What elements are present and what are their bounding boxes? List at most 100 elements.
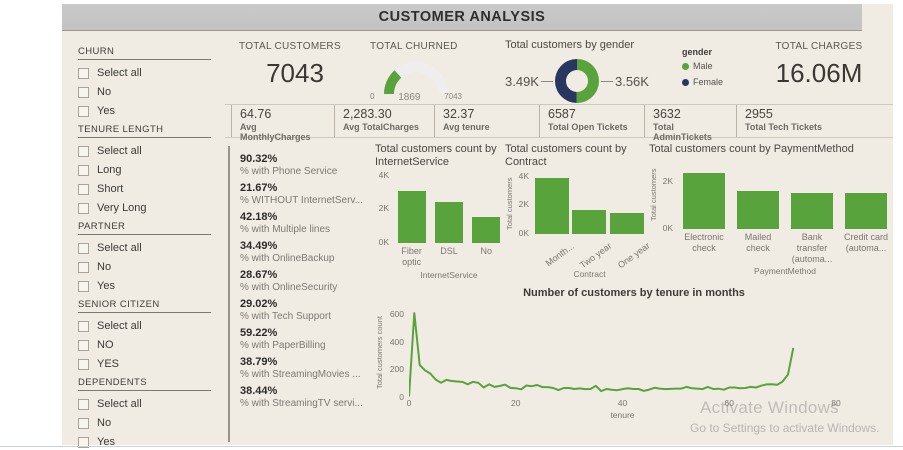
checkbox[interactable] [78, 202, 89, 214]
checkbox[interactable] [78, 339, 89, 351]
checkbox-row-no[interactable]: No [78, 417, 211, 429]
percent-value: 42.18% [240, 211, 278, 223]
line-chart-title: Number of customers by tenure in months [523, 287, 745, 299]
percent-stat: 21.67%% WITHOUT InternetServ... [240, 182, 371, 206]
stat-cell: 2,283.30 Avg TotalCharges [334, 105, 434, 137]
percent-label: % with PaperBilling [240, 340, 326, 351]
line-plot[interactable] [408, 308, 836, 398]
checkbox-row-select-all[interactable]: Select all [78, 320, 211, 332]
bar-contract[interactable] [610, 212, 645, 234]
bar-payment-method[interactable] [737, 191, 779, 229]
kpi-total-charges-label: TOTAL CHARGES [775, 41, 863, 52]
checkbox-row-no[interactable]: NO [78, 339, 211, 351]
checkbox-label: Very Long [97, 202, 147, 214]
checkbox-row-long[interactable]: Long [78, 164, 211, 176]
x-label: Electronic check [684, 231, 724, 253]
bar-payment-method[interactable] [683, 173, 725, 229]
checkbox[interactable] [78, 280, 89, 292]
y-tick: 0K [518, 227, 529, 238]
checkbox-label: Select all [97, 67, 142, 79]
checkbox[interactable] [78, 145, 89, 157]
bar-internet-service[interactable] [434, 202, 463, 243]
checkbox-row-no[interactable]: No [78, 86, 211, 98]
bar-contract[interactable] [534, 178, 569, 234]
x-tick: 40 [617, 398, 628, 408]
page-title: CUSTOMER ANALYSIS [378, 9, 546, 25]
percent-stat: 38.44%% with StreamingTV servi... [240, 385, 371, 409]
checkbox[interactable] [78, 320, 89, 332]
percent-value: 29.02% [240, 298, 278, 310]
checkbox-row-select-all[interactable]: Select all [78, 398, 211, 410]
y-tick: 4K [518, 170, 529, 181]
kpi-total-churned: TOTAL CHURNED 0 1869 7043 [370, 31, 505, 104]
gender-female-value: 3.49K [505, 73, 539, 89]
checkbox[interactable] [78, 164, 89, 176]
checkbox-row-short[interactable]: Short [78, 183, 211, 195]
checkbox-label: Yes [97, 105, 115, 117]
percent-label: % with Tech Support [240, 311, 331, 322]
bar-payment-method[interactable] [845, 193, 887, 229]
stat-cell: 3632 Total AdminTickets [644, 105, 736, 142]
checkbox[interactable] [78, 105, 89, 117]
checkbox[interactable] [78, 436, 89, 448]
checkbox-row-select-all[interactable]: Select all [78, 145, 211, 157]
stats-row: 64.76 Avg MonthlyCharges 2,283.30 Avg Total… [225, 104, 893, 142]
bar-payment-method[interactable] [791, 192, 833, 229]
y-tick: 400 [389, 336, 404, 347]
plot-area: Total customers count 2K 0K [649, 161, 893, 233]
chart-internet-service: Total customers count by InternetService… [375, 143, 505, 280]
checkbox-row-no[interactable]: No [78, 261, 211, 273]
legend-item-male[interactable]: Male [682, 61, 745, 71]
stat-label: Total AdminTickets [653, 122, 712, 142]
bar-internet-service[interactable] [472, 217, 501, 243]
percent-label: % with StreamingMovies ... [240, 369, 361, 380]
x-axis-labels: Electronic check Mailed check Bank transfe… [677, 232, 893, 264]
stat-cell: 64.76 Avg MonthlyCharges [231, 105, 334, 142]
checkbox-row-select-all[interactable]: Select all [78, 67, 211, 79]
checkbox-row-yes[interactable]: Yes [78, 280, 211, 292]
percent-label: % with OnlineSecurity [240, 282, 338, 293]
checkbox-row-yes[interactable]: Yes [78, 105, 211, 117]
checkbox-row-very-long[interactable]: Very Long [78, 202, 211, 214]
checkbox[interactable] [78, 358, 89, 370]
filter-section-senior-citizen: SENIOR CITIZEN Select all NO YES [78, 299, 211, 370]
y-tick: 2K [662, 176, 673, 187]
percent-stat: 42.18%% with Multiple lines [240, 211, 371, 235]
percent-stat: 59.22%% with PaperBilling [240, 327, 371, 351]
y-axis-ticks: 4K 2K 0K [515, 170, 533, 238]
y-tick: 2K [378, 203, 389, 214]
x-axis-labels: Month... Two year One year [533, 237, 652, 270]
chart-title: Total customers count by InternetService [375, 143, 497, 168]
checkbox-row-select-all[interactable]: Select all [78, 242, 211, 254]
tenure-line-series[interactable] [408, 312, 795, 397]
legend-item-female[interactable]: Female [682, 77, 745, 87]
checkbox[interactable] [78, 398, 89, 410]
checkbox-row-yes[interactable]: Yes [78, 436, 211, 448]
x-tick: 80 [831, 398, 841, 408]
stat-value: 3632 [653, 107, 681, 121]
percent-label: % with Multiple lines [240, 224, 331, 235]
bar-contract[interactable] [572, 209, 607, 234]
percent-stat: 34.49%% with OnlineBackup [240, 240, 371, 264]
filter-section-tenure-length: TENURE LENGTH Select all Long Short Very Lon… [78, 124, 211, 214]
checkbox[interactable] [78, 67, 89, 79]
checkbox[interactable] [78, 261, 89, 273]
bar-internet-service[interactable] [397, 190, 426, 243]
chart-title: Total customers count by PaymentMethod [649, 143, 854, 155]
checkbox[interactable] [78, 242, 89, 254]
stat-label: Avg tenure [443, 122, 490, 132]
checkbox[interactable] [78, 183, 89, 195]
churn-gauge-ticks: 0 1869 7043 [370, 92, 462, 103]
x-tick: 60 [724, 398, 734, 408]
y-tick: 4K [378, 169, 389, 180]
bars [533, 174, 646, 234]
churn-gauge[interactable] [370, 58, 462, 96]
stat-value: 6587 [548, 107, 576, 121]
checkbox[interactable] [78, 86, 89, 98]
x-axis-title: tenure [610, 410, 635, 420]
checkbox[interactable] [78, 417, 89, 429]
checkbox-row-yes[interactable]: YES [78, 358, 211, 370]
percent-label: % with StreamingTV servi... [240, 398, 363, 409]
gender-donut[interactable] [554, 59, 599, 103]
